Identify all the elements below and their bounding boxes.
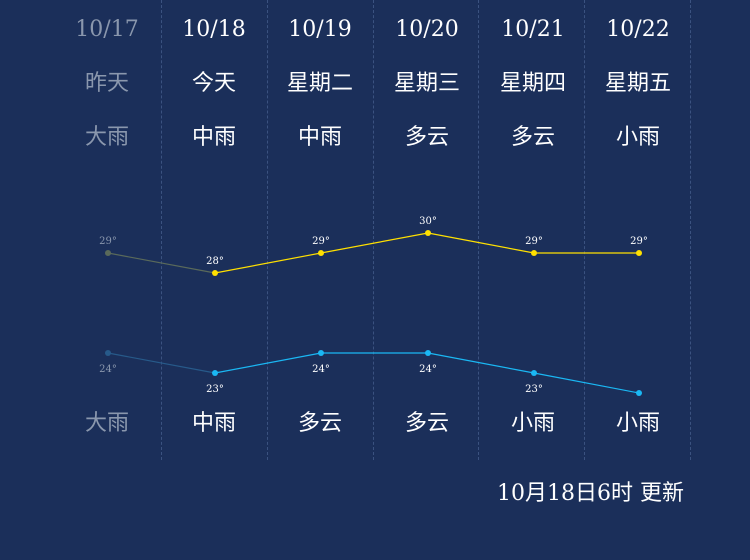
- weekday-label: 昨天: [84, 71, 129, 96]
- date-label: 10/17: [75, 17, 139, 42]
- low-temp-point: [425, 350, 431, 356]
- high-temp-label: 30°: [419, 216, 437, 227]
- high-temp-label: 29°: [525, 236, 543, 247]
- low-temp-point: [105, 350, 111, 356]
- column-divider: [373, 0, 374, 460]
- day-weather-label: 中雨: [297, 125, 342, 150]
- weekday-label: 星期四: [499, 71, 566, 96]
- low-temp-line-segment: [107, 352, 216, 374]
- night-weather-label: 中雨: [191, 411, 236, 436]
- low-temp-label: 23°: [206, 384, 224, 395]
- low-temp-label: 24°: [312, 364, 330, 375]
- column-divider: [584, 0, 585, 460]
- low-temp-line-segment: [533, 372, 640, 394]
- weekday-label: 星期五: [604, 71, 671, 96]
- night-weather-label: 大雨: [84, 411, 129, 436]
- high-temp-label: 29°: [630, 236, 648, 247]
- high-temp-line-segment: [320, 232, 429, 254]
- night-weather-label: 多云: [297, 411, 342, 436]
- high-temp-line-segment: [107, 252, 216, 274]
- forecast-day-column: 10/20 星期三 多云 多云: [374, 0, 481, 460]
- day-weather-label: 大雨: [84, 125, 129, 150]
- forecast-day-column: 10/19 星期二 中雨 多云: [267, 0, 374, 460]
- date-label: 10/18: [182, 17, 246, 42]
- forecast-day-column: 10/18 今天 中雨 中雨: [161, 0, 268, 460]
- temperature-chart: 29°28°29°30°29°29°24°23°24°24°23°22°: [99, 216, 648, 396]
- forecast-day-column: 10/17 昨天 大雨 大雨: [54, 0, 161, 460]
- weekday-label: 今天: [191, 71, 236, 96]
- column-divider: [161, 0, 162, 460]
- low-temp-label: 23°: [525, 384, 543, 395]
- date-label: 10/19: [288, 17, 352, 42]
- low-temp-point: [318, 350, 324, 356]
- low-temp-label: 24°: [419, 364, 437, 375]
- high-temp-label: 29°: [312, 236, 330, 247]
- column-divider: [267, 0, 268, 460]
- date-label: 10/20: [395, 17, 459, 42]
- day-weather-label: 多云: [404, 125, 449, 150]
- high-temp-line-segment: [214, 252, 322, 274]
- high-temp-point: [318, 250, 324, 256]
- low-temp-point: [636, 390, 642, 396]
- low-temp-point: [212, 370, 218, 376]
- column-divider: [478, 0, 479, 460]
- high-temp-label: 28°: [206, 256, 224, 267]
- day-weather-label: 多云: [510, 125, 555, 150]
- high-temp-line-segment: [427, 232, 535, 254]
- low-temp-line-segment: [427, 352, 535, 374]
- day-weather-label: 中雨: [191, 125, 236, 150]
- date-label: 10/22: [606, 17, 670, 42]
- low-temp-line-segment: [214, 352, 322, 374]
- high-temp-point: [105, 250, 111, 256]
- high-temp-point: [531, 250, 537, 256]
- weekday-label: 星期三: [393, 71, 460, 96]
- low-temp-label: 24°: [99, 364, 117, 375]
- high-temp-point: [425, 230, 431, 236]
- update-time-text: 10月18日6时 更新: [497, 481, 684, 506]
- weekday-label: 星期二: [286, 71, 353, 96]
- forecast-day-column: 10/22 星期五 小雨 小雨: [585, 0, 692, 460]
- day-weather-label: 小雨: [615, 125, 660, 150]
- low-temp-point: [531, 370, 537, 376]
- date-label: 10/21: [501, 17, 565, 42]
- high-temp-label: 29°: [99, 236, 117, 247]
- forecast-day-column: 10/21 星期四 多云 小雨: [480, 0, 587, 460]
- night-weather-label: 多云: [404, 411, 449, 436]
- night-weather-label: 小雨: [510, 411, 555, 436]
- column-divider: [690, 0, 691, 460]
- night-weather-label: 小雨: [615, 411, 660, 436]
- high-temp-point: [636, 250, 642, 256]
- high-temp-point: [212, 270, 218, 276]
